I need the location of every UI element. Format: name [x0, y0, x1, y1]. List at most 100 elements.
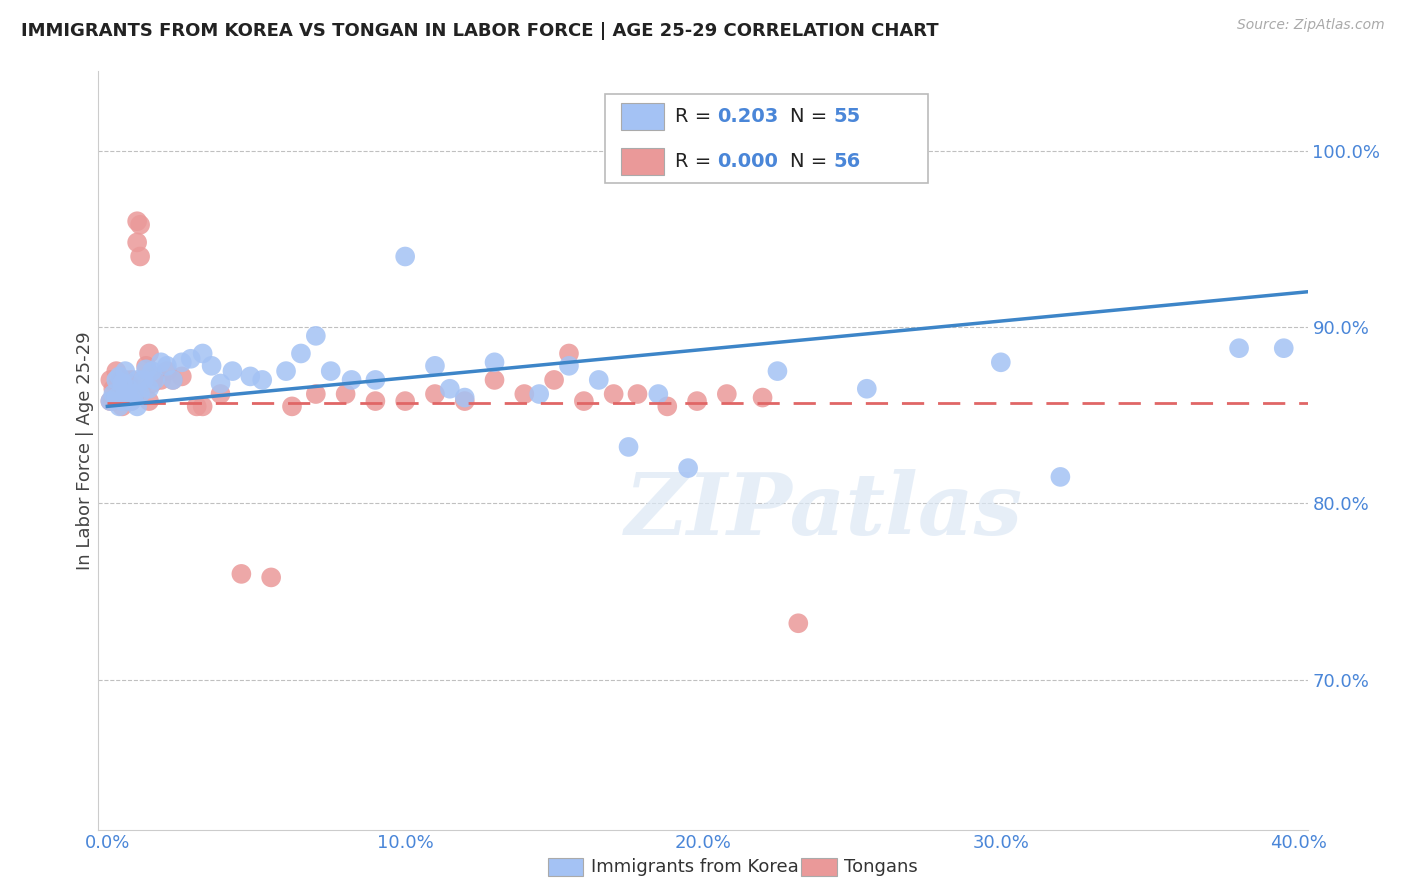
Point: [120, 373, 142, 387]
Point: [114, 382, 136, 396]
Point: [127, 373, 149, 387]
Point: [111, 400, 134, 414]
Text: N =: N =: [790, 107, 834, 127]
Point: [149, 373, 172, 387]
Point: [186, 400, 208, 414]
Point: [105, 391, 128, 405]
Point: [135, 359, 157, 373]
Point: [543, 373, 565, 387]
Point: [105, 391, 128, 405]
Point: [108, 391, 131, 405]
Point: [239, 369, 262, 384]
Point: [114, 394, 136, 409]
Point: [138, 394, 160, 409]
Point: [716, 387, 738, 401]
Point: [129, 218, 152, 232]
Point: [1272, 341, 1295, 355]
Point: [602, 387, 624, 401]
Point: [484, 355, 506, 369]
Point: [138, 346, 160, 360]
Point: [340, 373, 363, 387]
Text: N =: N =: [790, 152, 834, 171]
Point: [856, 382, 879, 396]
Point: [103, 387, 125, 401]
Point: [143, 373, 166, 387]
Point: [252, 373, 274, 387]
Point: [260, 570, 283, 584]
Point: [127, 400, 149, 414]
Point: [117, 376, 139, 391]
Text: R =: R =: [675, 152, 717, 171]
Point: [766, 364, 789, 378]
Point: [423, 387, 446, 401]
Point: [305, 329, 328, 343]
Point: [127, 235, 149, 250]
Point: [141, 364, 163, 378]
Point: [111, 373, 134, 387]
Point: [231, 566, 253, 581]
Point: [527, 387, 550, 401]
Point: [423, 359, 446, 373]
Point: [98, 394, 121, 409]
Text: ZIPatlas: ZIPatlas: [624, 469, 1024, 553]
Point: [170, 355, 193, 369]
Point: [209, 387, 232, 401]
Point: [138, 382, 160, 396]
Point: [364, 394, 387, 409]
Point: [1227, 341, 1250, 355]
Point: [114, 387, 136, 401]
Point: [143, 369, 166, 384]
Point: [132, 373, 155, 387]
Point: [751, 391, 773, 405]
Text: 56: 56: [834, 152, 860, 171]
Point: [156, 364, 179, 378]
Point: [108, 376, 131, 391]
Point: [626, 387, 648, 401]
Point: [364, 373, 387, 387]
Point: [108, 369, 131, 384]
Point: [135, 362, 157, 376]
Point: [572, 394, 595, 409]
Point: [394, 250, 416, 264]
Point: [141, 376, 163, 391]
Point: [117, 391, 139, 405]
Point: [120, 394, 142, 409]
Point: [647, 387, 669, 401]
Point: [1049, 470, 1071, 484]
Point: [127, 214, 149, 228]
Point: [394, 394, 416, 409]
Point: [588, 373, 610, 387]
Point: [111, 394, 134, 409]
Point: [117, 382, 139, 396]
Point: [657, 400, 679, 414]
Point: [209, 376, 232, 391]
Text: Source: ZipAtlas.com: Source: ZipAtlas.com: [1237, 18, 1385, 32]
Text: 55: 55: [834, 107, 860, 127]
Point: [454, 394, 477, 409]
Point: [686, 394, 709, 409]
Point: [676, 461, 699, 475]
Point: [200, 359, 222, 373]
Point: [484, 373, 506, 387]
Point: [558, 359, 581, 373]
Point: [281, 400, 304, 414]
Point: [787, 616, 810, 631]
Point: [129, 387, 152, 401]
Point: [105, 373, 128, 387]
Text: Tongans: Tongans: [844, 858, 917, 876]
Point: [319, 364, 342, 378]
Text: R =: R =: [675, 107, 717, 127]
Point: [274, 364, 297, 378]
Point: [558, 346, 581, 360]
Point: [103, 382, 125, 396]
Point: [129, 250, 152, 264]
Point: [98, 394, 121, 409]
Point: [149, 355, 172, 369]
Point: [111, 376, 134, 391]
Point: [290, 346, 312, 360]
Point: [162, 373, 184, 387]
Point: [180, 351, 202, 366]
Point: [454, 391, 477, 405]
Point: [132, 376, 155, 391]
Point: [162, 373, 184, 387]
